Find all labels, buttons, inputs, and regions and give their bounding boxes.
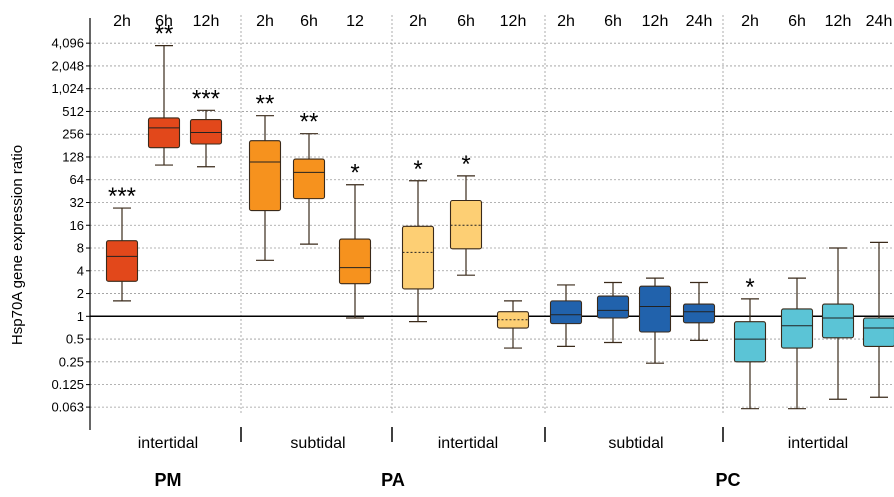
group-separators (240, 15, 724, 442)
box (862, 317, 894, 347)
significance-marker: ** (300, 109, 319, 136)
habitat-label: intertidal (788, 435, 848, 452)
y-tick-label: 4 (77, 263, 84, 278)
box (733, 321, 767, 363)
box (248, 140, 282, 212)
habitat-label: intertidal (438, 435, 498, 452)
y-tick-label: 32 (70, 195, 84, 210)
box (189, 119, 223, 145)
y-tick-label: 2,048 (51, 58, 84, 73)
box (596, 295, 630, 319)
box (292, 158, 326, 200)
y-axis: 4,096 2,048 1,024 512 256 128 64 32 16 8 4 2 1 0.5 0.2… (51, 18, 894, 430)
box (338, 238, 372, 285)
significance-marker: ** (155, 21, 174, 48)
y-tick-label: 1,024 (51, 81, 84, 96)
box (780, 308, 814, 349)
y-tick-label: 512 (62, 104, 84, 119)
y-tick-label: 8 (77, 241, 84, 256)
y-tick-label: 64 (70, 172, 84, 187)
y-tick-label: 0.125 (51, 377, 84, 392)
y-tick-label: 128 (62, 149, 84, 164)
y-tick-label: 0.25 (59, 354, 84, 369)
time-label: 2h (741, 13, 759, 30)
box (549, 300, 583, 325)
y-tick-label: 0.5 (66, 332, 84, 347)
habitat-label: subtidal (608, 435, 663, 452)
box (638, 285, 672, 333)
y-tick-label: 256 (62, 127, 84, 142)
habitat-label: intertidal (138, 435, 198, 452)
time-label: 2h (557, 13, 575, 30)
y-tick-label: 2 (77, 286, 84, 301)
box (682, 303, 716, 324)
time-label: 24h (866, 13, 893, 30)
significance-marker: * (745, 274, 754, 301)
time-label: 2h (256, 13, 274, 30)
box (821, 303, 855, 339)
y-tick-label: 4,096 (51, 36, 84, 51)
significance-marker: *** (108, 183, 136, 210)
time-label: 12h (642, 13, 669, 30)
y-tick-label: 0.063 (51, 400, 84, 415)
time-label: 2h (113, 13, 131, 30)
significance-marker: *** (192, 85, 220, 112)
time-label: 6h (300, 13, 318, 30)
y-tick-label: 16 (70, 218, 84, 233)
box (401, 225, 435, 290)
time-label: 6h (604, 13, 622, 30)
habitat-label: subtidal (290, 435, 345, 452)
time-label: 12h (825, 13, 852, 30)
time-label: 6h (155, 13, 173, 30)
time-label: 12h (193, 13, 220, 30)
species-label: PC (715, 470, 740, 490)
significance-marker: ** (256, 91, 275, 118)
time-label: 6h (788, 13, 806, 30)
y-tick-label: 1 (77, 309, 84, 324)
box (105, 240, 139, 282)
time-label: 2h (409, 13, 427, 30)
time-label: 12h (500, 13, 527, 30)
box (147, 117, 181, 149)
significance-marker: * (413, 156, 422, 183)
species-label: PA (381, 470, 405, 490)
time-label: 12 (346, 13, 364, 30)
significance-marker: * (461, 151, 470, 178)
significance-marker: * (350, 160, 359, 187)
time-label: 24h (686, 13, 713, 30)
time-label: 6h (457, 13, 475, 30)
box (449, 199, 483, 250)
boxes (105, 45, 894, 410)
species-label: PM (155, 470, 182, 490)
y-axis-label: Hsp70A gene expression ratio (9, 145, 26, 345)
labels: 2h***6h** 12h***intertidal2h**6h**12*subt… (108, 13, 892, 490)
